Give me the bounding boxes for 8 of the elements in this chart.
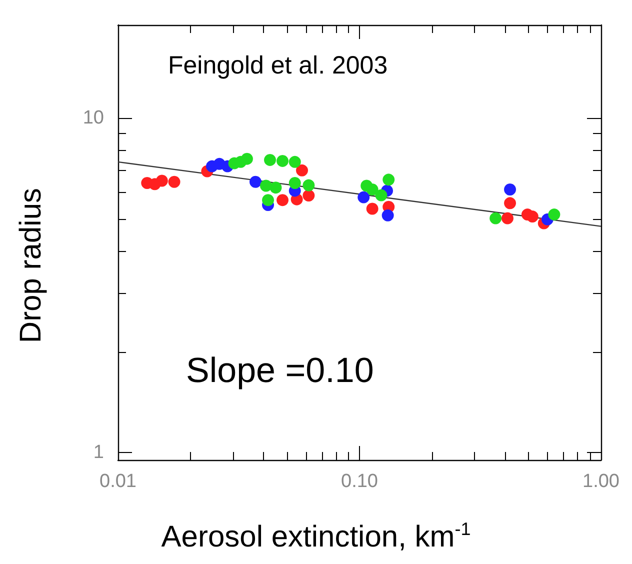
y-tick-label: 10 [82,108,104,129]
y-tick-label: 1 [93,442,104,464]
x-tick-label: 1.00 [582,471,620,492]
annotation: Slope =0.10 [186,351,374,390]
x-tick-label: 0.01 [100,471,136,492]
annotation: Feingold et al. 2003 [168,52,388,80]
y-axis-title: Drop radius [14,188,48,344]
x-tick-label: 0.10 [341,471,378,492]
